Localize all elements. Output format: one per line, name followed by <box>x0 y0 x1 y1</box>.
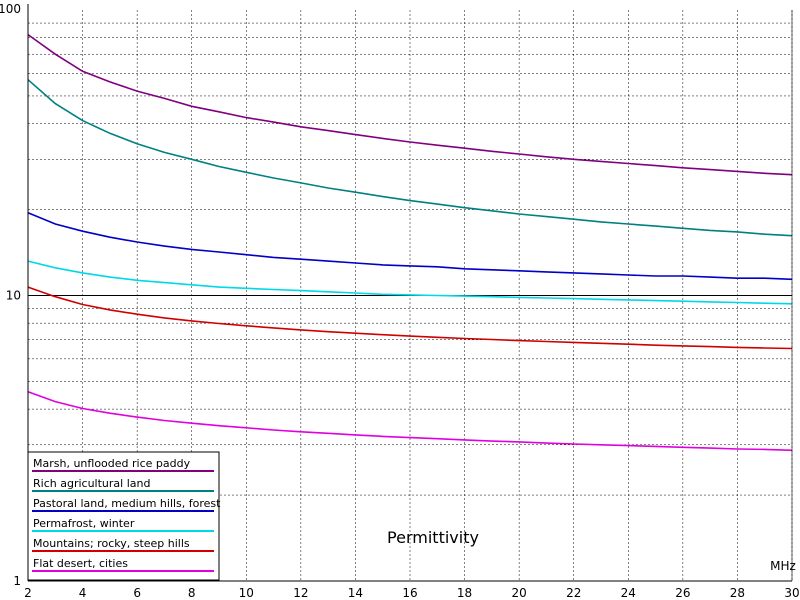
y-tick-label: 100 <box>0 2 21 16</box>
y-tick-label: 10 <box>6 289 21 303</box>
x-tick-label: 28 <box>730 586 745 600</box>
x-tick-label: 2 <box>24 586 32 600</box>
series-line-5 <box>27 286 793 350</box>
legend-label-5: Mountains; rocky, steep hills <box>33 537 190 550</box>
x-tick-label: 24 <box>621 586 636 600</box>
legend-label-6: Flat desert, cities <box>33 557 128 570</box>
x-tick-label: 18 <box>457 586 472 600</box>
legend-box <box>27 451 220 581</box>
series-line-3 <box>27 211 793 281</box>
x-tick-label: 16 <box>402 586 417 600</box>
x-tick-label: 8 <box>188 586 196 600</box>
legend-label-4: Permafrost, winter <box>33 517 135 530</box>
series-line-2 <box>27 79 793 237</box>
legend-label-2: Rich agricultural land <box>33 477 150 490</box>
x-tick-label: 6 <box>133 586 141 600</box>
legend: Marsh, unflooded rice paddy Rich agricult… <box>27 451 221 581</box>
series-line-6 <box>27 391 793 452</box>
x-tick-label: 14 <box>348 586 363 600</box>
x-tick-label: 30 <box>784 586 799 600</box>
series-line-4 <box>27 260 793 305</box>
x-tick-label: 4 <box>79 586 87 600</box>
chart-title: Permittivity <box>387 528 479 547</box>
x-tick-label: 22 <box>566 586 581 600</box>
x-tick-label: 26 <box>675 586 690 600</box>
x-axis-unit-label: MHz <box>770 559 796 573</box>
legend-label-1: Marsh, unflooded rice paddy <box>33 457 191 470</box>
y-tick-label: 1 <box>13 574 21 588</box>
x-tick-label: 20 <box>512 586 527 600</box>
x-tick-label: 10 <box>239 586 254 600</box>
series-line-1 <box>27 33 793 176</box>
legend-label-3: Pastoral land, medium hills, forest <box>33 497 221 510</box>
series-lines <box>27 33 793 452</box>
x-tick-label: 12 <box>293 586 308 600</box>
